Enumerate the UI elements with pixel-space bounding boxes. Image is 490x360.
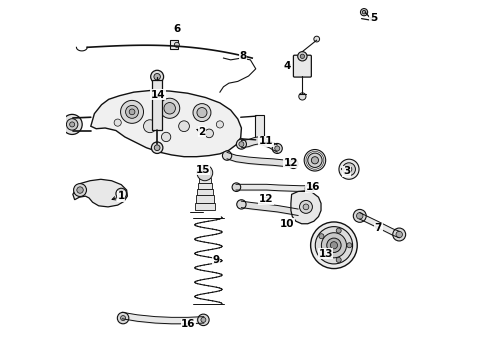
- Bar: [198, 183, 212, 189]
- Circle shape: [315, 226, 353, 264]
- Text: 13: 13: [318, 248, 333, 258]
- Text: 7: 7: [375, 224, 382, 233]
- Text: 2: 2: [198, 127, 206, 136]
- Circle shape: [62, 114, 82, 134]
- Circle shape: [154, 145, 160, 150]
- Circle shape: [67, 119, 78, 130]
- Bar: [195, 203, 215, 211]
- Circle shape: [346, 166, 352, 172]
- Circle shape: [121, 316, 125, 320]
- Circle shape: [114, 119, 122, 126]
- Circle shape: [197, 314, 209, 325]
- Circle shape: [314, 36, 319, 42]
- Text: 4: 4: [284, 61, 291, 71]
- Text: 16: 16: [181, 319, 196, 329]
- Polygon shape: [73, 179, 127, 207]
- Bar: [200, 174, 210, 178]
- Circle shape: [311, 222, 357, 269]
- Circle shape: [222, 151, 232, 160]
- Text: 12: 12: [259, 194, 273, 204]
- Circle shape: [205, 129, 214, 138]
- Circle shape: [327, 238, 341, 252]
- Text: 3: 3: [343, 166, 350, 176]
- Circle shape: [151, 142, 163, 153]
- Circle shape: [116, 188, 126, 199]
- Bar: [196, 195, 214, 203]
- Circle shape: [174, 42, 179, 47]
- Text: 6: 6: [173, 24, 180, 34]
- Text: 11: 11: [259, 136, 273, 146]
- Text: 5: 5: [370, 13, 377, 23]
- Circle shape: [164, 103, 175, 114]
- Circle shape: [272, 143, 282, 153]
- Circle shape: [298, 51, 307, 61]
- Bar: [152, 80, 162, 130]
- Circle shape: [339, 159, 359, 179]
- Circle shape: [357, 213, 363, 219]
- FancyBboxPatch shape: [294, 55, 311, 77]
- Circle shape: [144, 120, 156, 133]
- Circle shape: [393, 228, 406, 241]
- Circle shape: [236, 139, 246, 149]
- Circle shape: [308, 153, 322, 167]
- Circle shape: [330, 242, 338, 249]
- Circle shape: [300, 54, 304, 58]
- Circle shape: [179, 121, 190, 132]
- Polygon shape: [291, 191, 321, 224]
- Bar: [170, 40, 177, 49]
- Circle shape: [289, 159, 298, 168]
- Circle shape: [197, 165, 213, 181]
- Text: 15: 15: [196, 165, 210, 175]
- Circle shape: [117, 312, 129, 324]
- Circle shape: [319, 252, 324, 257]
- Circle shape: [304, 149, 326, 171]
- Circle shape: [197, 108, 207, 118]
- Circle shape: [154, 73, 160, 80]
- Polygon shape: [91, 90, 242, 157]
- Circle shape: [232, 183, 241, 192]
- Bar: [197, 189, 213, 195]
- Bar: [199, 178, 211, 183]
- Circle shape: [353, 210, 366, 222]
- Circle shape: [239, 141, 244, 147]
- Circle shape: [362, 10, 366, 14]
- Text: 14: 14: [151, 90, 166, 100]
- Text: 12: 12: [284, 158, 298, 168]
- Circle shape: [160, 98, 180, 118]
- Circle shape: [303, 204, 309, 210]
- Circle shape: [77, 187, 83, 193]
- Circle shape: [311, 157, 318, 164]
- Circle shape: [151, 70, 164, 83]
- Circle shape: [237, 200, 246, 209]
- Circle shape: [396, 231, 402, 238]
- Circle shape: [74, 184, 87, 197]
- Text: 10: 10: [280, 219, 294, 229]
- Circle shape: [336, 228, 341, 233]
- Circle shape: [125, 105, 139, 118]
- Circle shape: [70, 122, 74, 127]
- Text: 9: 9: [212, 255, 219, 265]
- Circle shape: [299, 93, 306, 100]
- Circle shape: [121, 100, 144, 123]
- Circle shape: [275, 146, 280, 151]
- Circle shape: [347, 243, 352, 248]
- Bar: [255, 116, 264, 142]
- Text: 1: 1: [118, 191, 125, 201]
- Circle shape: [336, 257, 341, 262]
- Circle shape: [216, 121, 223, 128]
- Text: 16: 16: [306, 182, 320, 192]
- Circle shape: [321, 233, 346, 258]
- Circle shape: [361, 9, 368, 16]
- Circle shape: [305, 184, 314, 193]
- Text: 8: 8: [240, 51, 247, 61]
- Circle shape: [193, 104, 211, 122]
- Circle shape: [299, 201, 313, 213]
- Circle shape: [119, 191, 124, 196]
- Circle shape: [294, 208, 303, 217]
- Circle shape: [343, 163, 355, 176]
- Circle shape: [319, 234, 324, 239]
- Circle shape: [129, 109, 135, 115]
- Circle shape: [201, 318, 206, 322]
- Circle shape: [161, 132, 171, 141]
